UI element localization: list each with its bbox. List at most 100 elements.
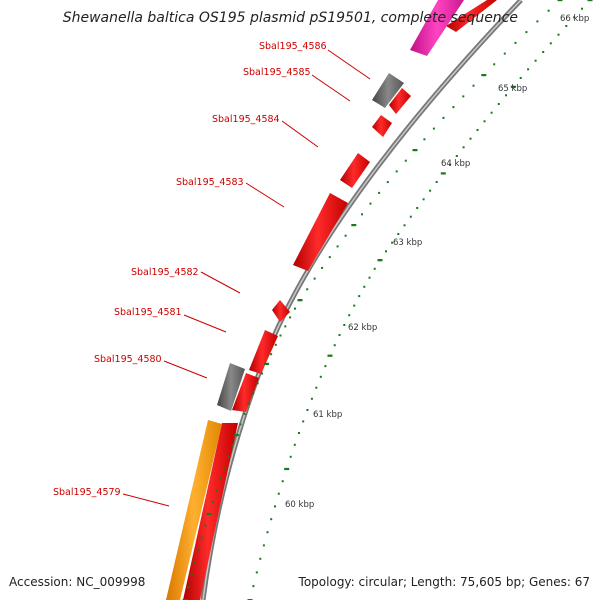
gene-4579-block[interactable] — [232, 373, 259, 412]
minor-tick — [281, 480, 284, 483]
gene-label-4579[interactable]: Sbal195_4579 — [53, 487, 121, 498]
minor-tick — [503, 52, 506, 55]
minor-tick — [200, 536, 203, 539]
minor-tick — [391, 241, 394, 244]
major-tick — [510, 85, 516, 88]
gene-label-4584[interactable]: Sbal195_4584 — [212, 114, 280, 125]
minor-tick — [386, 181, 389, 184]
minor-tick — [514, 41, 517, 44]
minor-tick — [204, 524, 207, 527]
minor-tick — [274, 343, 277, 346]
minor-tick — [239, 423, 242, 426]
accession-text: Accession: NC_009998 — [9, 575, 145, 589]
minor-tick — [404, 159, 407, 162]
major-tick — [284, 467, 290, 471]
minor-tick — [219, 478, 222, 481]
minor-tick — [306, 288, 309, 291]
backbone-ring — [200, 0, 523, 600]
major-tick — [557, 0, 563, 2]
minor-tick — [294, 307, 296, 310]
minor-tick — [298, 432, 300, 434]
minor-tick — [432, 127, 435, 130]
minor-tick — [403, 224, 406, 227]
minor-tick — [333, 344, 336, 347]
minor-tick — [293, 443, 296, 446]
minor-tick — [368, 276, 371, 279]
minor-tick — [313, 277, 316, 280]
gene-4583-block[interactable] — [340, 153, 370, 188]
minor-tick — [385, 250, 387, 253]
major-tick — [440, 172, 446, 175]
minor-tick — [277, 492, 280, 495]
minor-tick — [259, 557, 262, 560]
minor-tick — [378, 191, 381, 194]
gene-4580-gray[interactable] — [217, 363, 245, 411]
major-tick — [233, 434, 239, 437]
map-title: Shewanella baltica OS195 plasmid pS19501… — [63, 10, 518, 26]
gene-label-4581[interactable]: Sbal195_4581 — [114, 307, 182, 318]
minor-tick — [262, 544, 265, 547]
minor-tick — [497, 103, 500, 105]
gene-label-4583[interactable]: Sbal195_4583 — [176, 177, 244, 188]
minor-tick — [565, 25, 568, 27]
gene-4584-block[interactable] — [372, 115, 392, 137]
tick-label-62: 62 kbp — [348, 323, 377, 333]
gene-pink[interactable] — [410, 0, 464, 56]
major-tick — [351, 224, 357, 227]
gene-top-red[interactable] — [446, 0, 497, 32]
minor-tick — [573, 16, 576, 19]
minor-tick — [289, 316, 292, 319]
gene-label-4585[interactable]: Sbal195_4585 — [243, 67, 311, 78]
minor-tick — [338, 334, 341, 336]
minor-tick — [193, 561, 196, 564]
minor-tick — [472, 84, 475, 87]
minor-tick — [321, 266, 324, 269]
minor-tick — [361, 213, 363, 216]
gene-4580-block[interactable] — [249, 330, 278, 374]
minor-tick — [462, 146, 465, 149]
minor-tick — [270, 353, 273, 356]
minor-tick — [252, 585, 255, 588]
minor-tick — [435, 181, 438, 183]
gene-4581-small[interactable] — [272, 300, 290, 322]
minor-tick — [416, 207, 419, 209]
gene-4586-gray[interactable] — [372, 73, 404, 108]
major-tick — [412, 149, 418, 152]
gene-label-4586[interactable]: Sbal195_4586 — [259, 41, 327, 52]
minor-tick — [397, 233, 400, 235]
minor-tick — [581, 7, 583, 10]
minor-tick — [261, 372, 263, 375]
minor-tick — [542, 51, 545, 53]
minor-tick — [187, 586, 190, 589]
gene-label-4580[interactable]: Sbal195_4580 — [94, 354, 162, 365]
major-tick — [206, 512, 212, 515]
gene-label-4582[interactable]: Sbal195_4582 — [131, 267, 199, 278]
minor-tick — [455, 155, 458, 157]
tick-label-60: 60 kbp — [285, 500, 314, 510]
minor-tick — [549, 42, 552, 45]
tick-marks — [182, 0, 593, 600]
minor-tick — [493, 63, 496, 66]
minor-tick — [373, 267, 376, 270]
gene-orange[interactable] — [166, 420, 222, 600]
minor-tick — [247, 402, 250, 405]
minor-tick — [505, 94, 507, 97]
minor-tick — [348, 314, 351, 317]
gene-4582-block[interactable] — [293, 193, 348, 271]
minor-tick — [358, 295, 361, 298]
topology-text: Topology: circular; Length: 75,605 bp; G… — [298, 575, 590, 589]
minor-tick — [490, 111, 493, 114]
minor-tick — [215, 489, 218, 492]
minor-tick — [319, 375, 322, 378]
minor-tick — [527, 68, 530, 71]
minor-tick — [256, 382, 259, 385]
minor-tick — [231, 444, 234, 447]
gene-4585-block[interactable] — [389, 88, 411, 114]
major-tick — [587, 0, 593, 2]
tick-label-66: 66 kbp — [560, 14, 589, 24]
tick-label-64: 64 kbp — [441, 159, 470, 169]
minor-tick — [211, 501, 214, 503]
minor-tick — [519, 77, 522, 79]
minor-tick — [363, 285, 366, 288]
